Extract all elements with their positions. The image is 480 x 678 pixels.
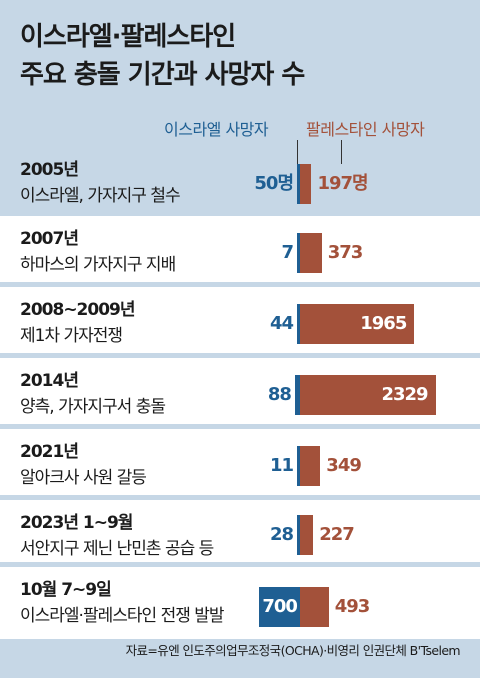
- row-description: 양측, 가자지구서 충돌: [20, 397, 166, 417]
- bar-israel: [297, 233, 300, 273]
- label-palestine: 493: [334, 596, 371, 617]
- row-description: 하마스의 가자지구 지배: [20, 255, 176, 275]
- legend-palestine: 팔레스타인 사망자: [306, 120, 425, 139]
- source-note: 자료=유엔 인도주의업무조정국(OCHA)·비영리 인권단체 B'Tselem: [125, 643, 461, 658]
- label-palestine: 227: [319, 524, 355, 545]
- bar-palestine: [300, 375, 436, 415]
- row-description: 알아크사 사원 갈등: [20, 468, 147, 488]
- label-palestine: 373: [327, 242, 364, 263]
- label-israel: 700: [262, 596, 298, 617]
- bar-israel: [259, 587, 300, 627]
- row-background: [0, 429, 480, 495]
- bar-israel: [297, 164, 300, 204]
- row-background: [0, 216, 480, 282]
- row-description: 이스라엘, 가자지구 철수: [20, 186, 181, 206]
- bar-palestine: [300, 515, 314, 555]
- label-israel: 11: [269, 455, 294, 476]
- label-israel: 44: [269, 313, 294, 334]
- row-background: [0, 567, 480, 639]
- bar-palestine: [300, 233, 322, 273]
- legend-israel: 이스라엘 사망자: [164, 120, 269, 139]
- row-year-label: 2008~2009년: [20, 300, 136, 320]
- legend-palestine-tick: [341, 140, 342, 164]
- bar-israel: [297, 304, 300, 344]
- label-palestine: 349: [326, 455, 362, 476]
- legend-israel-tick: [297, 140, 298, 164]
- label-israel: 28: [269, 524, 294, 545]
- label-israel: 50명: [254, 173, 294, 194]
- bar-palestine: [300, 164, 312, 204]
- bar-palestine: [300, 587, 329, 627]
- chart-title-line1: 이스라엘·팔레스타인: [20, 22, 236, 52]
- row-background: [0, 500, 480, 562]
- label-israel: 88: [267, 384, 292, 405]
- row-year-label: 2014년: [20, 371, 79, 391]
- row-year-label: 2023년 1~9월: [20, 513, 133, 533]
- label-israel: 7: [281, 242, 294, 263]
- row-year-label: 2021년: [20, 442, 79, 462]
- row-description: 이스라엘·팔레스타인 전쟁 발발: [20, 606, 225, 626]
- bar-palestine: [300, 446, 321, 486]
- chart-title-line2: 주요 충돌 기간과 사망자 수: [20, 60, 305, 90]
- row-year-label: 10월 7~9일: [20, 580, 112, 600]
- bar-israel: [297, 446, 300, 486]
- label-palestine: 2329: [381, 384, 428, 405]
- label-palestine: 197명: [317, 173, 368, 194]
- row-year-label: 2005년: [20, 160, 79, 180]
- row-description: 제1차 가자전쟁: [20, 326, 123, 346]
- bar-israel: [294, 375, 300, 415]
- bar-israel: [297, 515, 300, 555]
- row-year-label: 2007년: [20, 229, 79, 249]
- row-description: 서안지구 제닌 난민촌 공습 등: [20, 539, 214, 559]
- bar-palestine: [300, 304, 415, 344]
- label-palestine: 1965: [360, 313, 407, 334]
